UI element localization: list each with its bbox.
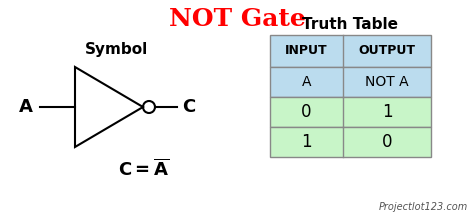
Text: 1: 1 xyxy=(301,133,312,151)
Text: A: A xyxy=(302,75,311,89)
Bar xyxy=(270,35,431,67)
Text: Projectlot123.com: Projectlot123.com xyxy=(379,202,468,212)
Bar xyxy=(270,67,431,97)
Text: OUTPUT: OUTPUT xyxy=(358,44,416,58)
Text: Symbol: Symbol xyxy=(85,42,149,57)
Text: INPUT: INPUT xyxy=(285,44,328,58)
Text: NOT A: NOT A xyxy=(365,75,409,89)
Text: 0: 0 xyxy=(301,103,312,121)
Text: 1: 1 xyxy=(382,103,392,121)
Bar xyxy=(270,97,431,127)
Bar xyxy=(270,127,431,157)
Text: $\mathbf{C = \overline{A}}$: $\mathbf{C = \overline{A}}$ xyxy=(118,159,170,181)
Text: NOT Gate: NOT Gate xyxy=(169,7,305,31)
Text: C: C xyxy=(182,98,195,116)
Text: 0: 0 xyxy=(382,133,392,151)
Text: A: A xyxy=(19,98,33,116)
Text: Truth Table: Truth Table xyxy=(302,17,399,32)
